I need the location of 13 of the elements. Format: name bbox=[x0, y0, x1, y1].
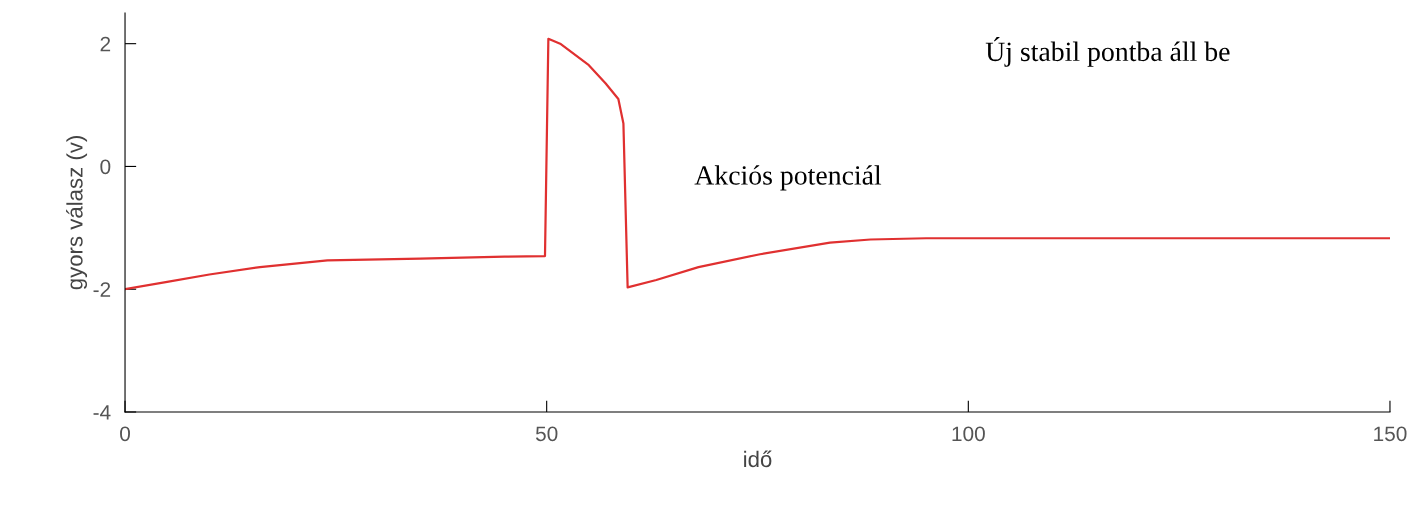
annotation: Új stabil pontba áll be bbox=[985, 37, 1230, 67]
y-tick-label: 2 bbox=[100, 36, 111, 52]
x-tick-label: 0 bbox=[120, 426, 131, 442]
line-series bbox=[125, 37, 1390, 291]
y-tick-label: -2 bbox=[93, 282, 111, 297]
x-tick-label: 100 bbox=[952, 426, 985, 442]
x-axis-title: idő bbox=[744, 450, 772, 468]
annotation: Akciós potenciál bbox=[694, 165, 882, 191]
x-tick-label: 50 bbox=[535, 426, 558, 442]
x-tick-label: 150 bbox=[1374, 426, 1407, 442]
y-tick-label: 0 bbox=[100, 159, 111, 175]
y-tick-label: -4 bbox=[93, 405, 111, 420]
y-axis-title: gyors válasz (v) bbox=[66, 136, 88, 290]
